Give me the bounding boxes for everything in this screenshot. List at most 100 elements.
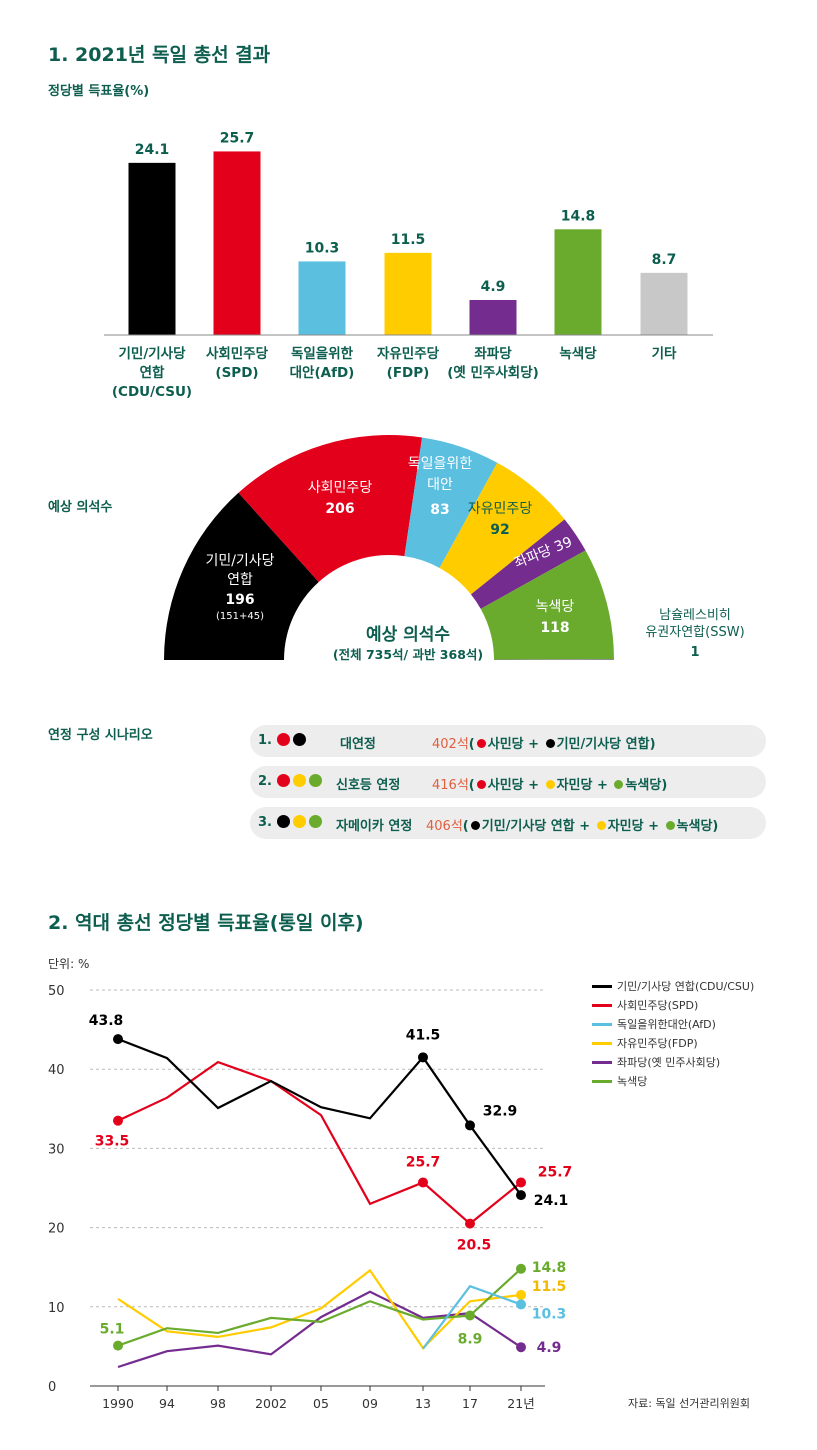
series-point-5-0 (113, 1340, 123, 1351)
x-tick-label: 17 (462, 1396, 478, 1411)
section1-title: 1. 2021년 독일 총선 결과 (48, 44, 271, 66)
seat-label: 예상 의석수 (48, 500, 113, 515)
seat-value-greens: 118 (540, 620, 570, 636)
point-label: 4.9 (537, 1340, 562, 1356)
seat-slice-5 (480, 550, 614, 660)
legend-label: 기민/기사당 연합(CDU/CSU) (617, 980, 755, 993)
legend-swatch (592, 1061, 612, 1064)
legend-swatch (592, 1004, 612, 1007)
legend-swatch (592, 1080, 612, 1083)
party-dot (614, 780, 624, 789)
seat-slice-0 (164, 492, 319, 660)
seat-slice-6 (493, 659, 614, 660)
point-label: 25.7 (538, 1164, 573, 1180)
legend-label: 녹색당 (617, 1075, 648, 1088)
series-point-0-8 (516, 1190, 526, 1201)
seat-value-afd: 83 (430, 502, 450, 518)
party-dot (276, 733, 290, 746)
series-point-5-8 (516, 1263, 526, 1274)
coalition-row-3: 3. 자메이카 연정 406석(기민/기사당 연합 + 자민당 + 녹색당) (250, 807, 766, 839)
coalition-row-2: 2. 신호등 연정 416석(사민당 + 자민당 + 녹색당) (250, 766, 766, 798)
bar-category-6: 기타 (651, 346, 677, 362)
bar-0 (128, 162, 176, 335)
coalition-name: 신호등 연정 (336, 778, 401, 793)
seat-value-spd: 206 (325, 501, 355, 517)
seat-value-ssw: 1 (690, 645, 700, 660)
point-label: 43.8 (89, 1013, 124, 1029)
source-note: 자료: 독일 선거관리위원회 (628, 1397, 751, 1410)
x-tick-label: 21년 (507, 1396, 534, 1411)
legend-label: 자유민주당(FDP) (617, 1037, 698, 1050)
bar-value-5: 14.8 (561, 208, 596, 224)
party-dot (276, 815, 290, 828)
series-point-0-0 (113, 1034, 123, 1045)
seat-slice-4 (470, 519, 586, 609)
seat-label-greens: 녹색당 (535, 599, 575, 615)
bar-category-4: 좌파당 (옛 민주사회당) (447, 346, 539, 381)
series-line-5 (117, 1267, 522, 1347)
seat-sub-cducsu: (151+45) (216, 611, 264, 622)
point-label: 11.5 (532, 1279, 567, 1295)
legend-label: 독일을위한대안(AfD) (617, 1018, 716, 1031)
series-line-1 (117, 1060, 522, 1226)
coalition-number: 2. (258, 774, 325, 789)
x-tick-label: 1990 (102, 1396, 134, 1411)
coalition-seats: 402석(사민당 + 기민/기사당 연합) (432, 737, 656, 752)
series-point-1-6 (418, 1177, 428, 1188)
seat-value-fdp: 92 (490, 522, 510, 538)
point-label: 14.8 (532, 1260, 567, 1276)
x-tick-label: 2002 (255, 1396, 287, 1411)
bar-value-4: 4.9 (481, 279, 506, 295)
x-tick-label: 09 (362, 1396, 378, 1411)
unit-label: 단위: % (48, 957, 90, 971)
seat-slice-2 (404, 437, 498, 568)
legend-swatch (592, 1023, 612, 1026)
point-label: 41.5 (406, 1027, 441, 1043)
bar-3 (384, 252, 432, 335)
party-dot (545, 780, 555, 789)
vote-share-label: 정당별 득표율(%) (48, 84, 150, 99)
party-dot (470, 821, 480, 830)
party-dot (476, 780, 486, 789)
seat-center-title: 예상 의석수 (365, 625, 451, 645)
bar-2 (298, 261, 346, 335)
bar-value-3: 11.5 (391, 232, 426, 248)
y-tick-label: 30 (48, 1142, 65, 1157)
party-dot (596, 821, 606, 830)
x-tick-label: 05 (313, 1396, 329, 1411)
series-line-0 (117, 1038, 522, 1196)
bar-value-2: 10.3 (305, 240, 340, 256)
seat-value-cducsu: 196 (225, 592, 255, 608)
party-dot (665, 821, 675, 830)
series-point-1-8 (516, 1177, 526, 1188)
point-label: 33.5 (95, 1134, 130, 1150)
legend-swatch (592, 985, 612, 988)
series-point-0-7 (465, 1120, 475, 1131)
history-line-chart: 0 10 20 30 40 50 1990 94 98 2002 05 09 13 17 21년 43.8 41… (48, 984, 573, 1411)
party-dot (308, 774, 322, 787)
seat-label-spd: 사회민주당 (307, 480, 373, 496)
series-point-2-8 (516, 1299, 526, 1310)
bar-category-3: 자유민주당 (FDP) (376, 346, 440, 381)
y-tick-label: 50 (48, 984, 65, 999)
coalition-title: 연정 구성 시나리오 (48, 728, 153, 743)
coalition-number: 1. (258, 733, 309, 748)
bar-category-0: 기민/기사당 연합 (CDU/CSU) (111, 346, 193, 400)
bar-category-2: 독일을위한 대안(AfD) (289, 346, 355, 381)
point-label: 20.5 (457, 1238, 492, 1254)
legend-swatch (592, 1042, 612, 1045)
seat-slice-3 (439, 462, 565, 595)
legend-label: 좌파당(옛 민주사회당) (617, 1056, 721, 1069)
y-tick-label: 10 (48, 1301, 65, 1316)
legend-label: 사회민주당(SPD) (617, 999, 699, 1012)
series-line-2 (422, 1284, 522, 1350)
series-line-4 (117, 1290, 522, 1369)
coalition-seats: 416석(사민당 + 자민당 + 녹색당) (432, 778, 668, 793)
seat-label-ssw: 남슐레스비히 유권자연합(SSW) (645, 608, 745, 640)
series-point-5-7 (465, 1310, 475, 1321)
coalition-seats: 406석(기민/기사당 연합 + 자민당 + 녹색당) (426, 819, 719, 834)
coalition-number: 3. (258, 815, 325, 830)
party-dot (292, 774, 306, 787)
point-label: 10.3 (532, 1306, 567, 1322)
y-tick-label: 40 (48, 1063, 65, 1078)
